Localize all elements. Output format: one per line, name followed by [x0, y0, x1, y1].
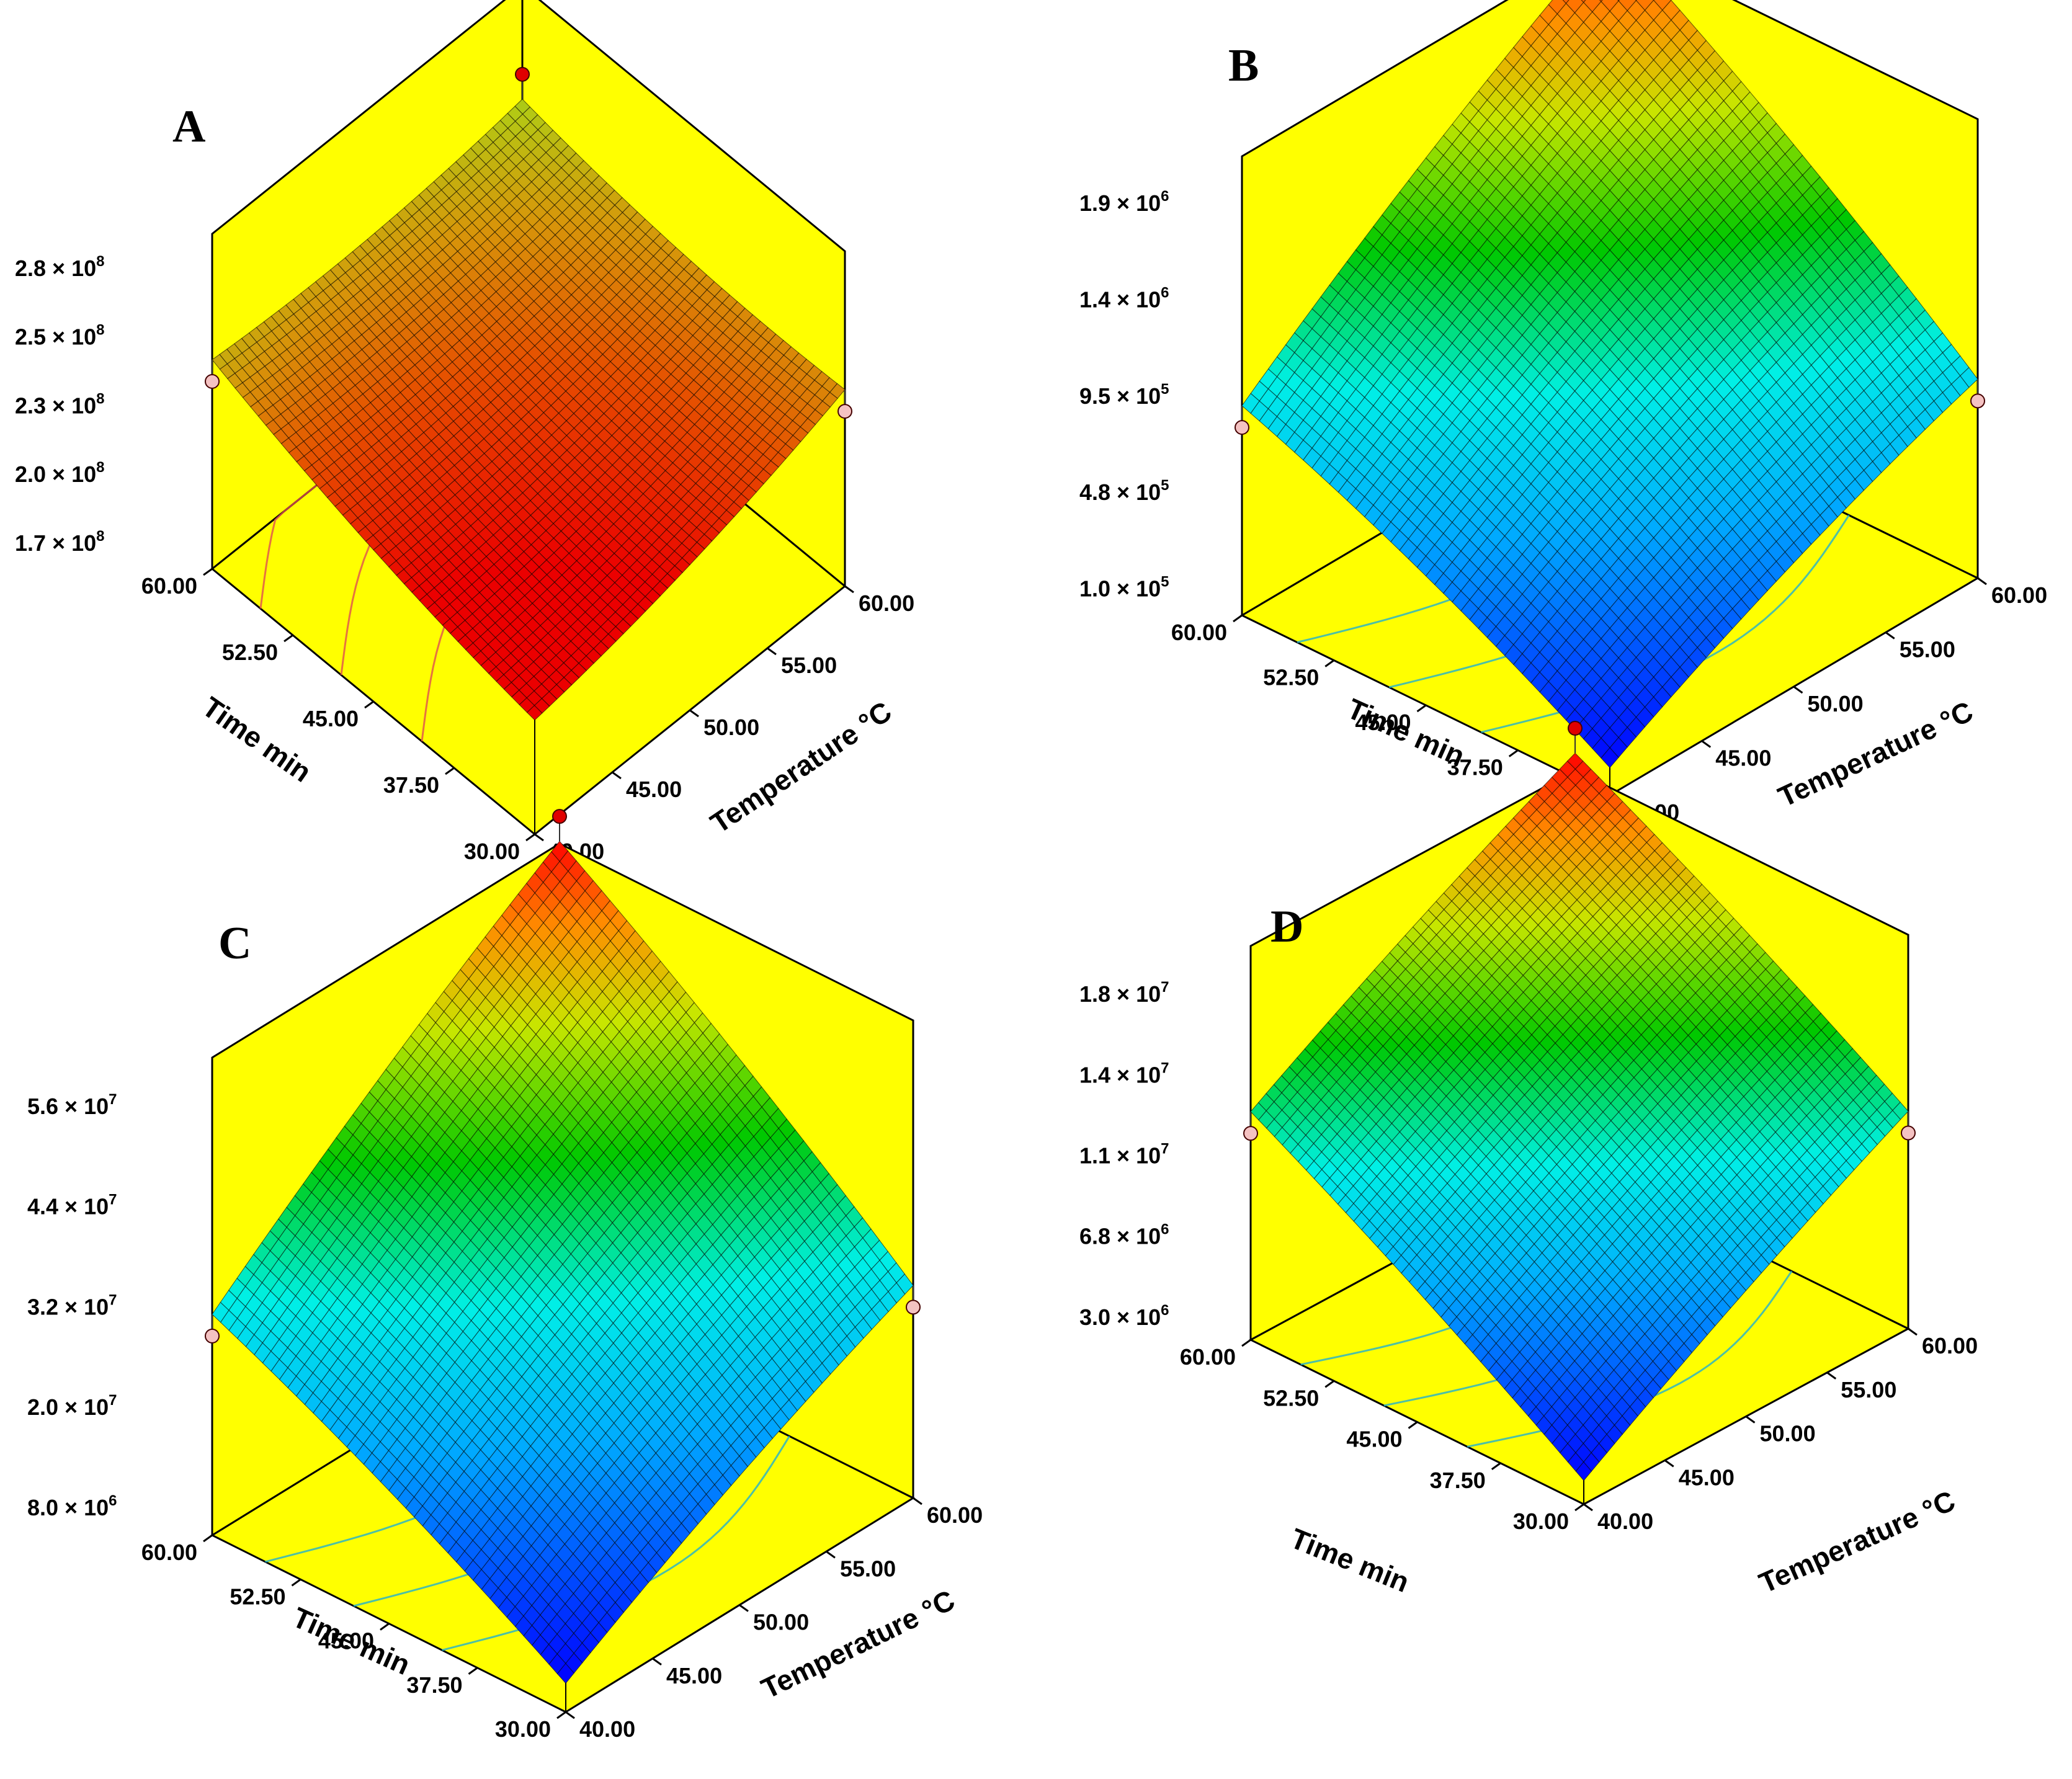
x-tick-mark	[689, 709, 699, 718]
time-tick-label: 30.00	[464, 839, 520, 864]
temperature-tick-label: 55.00	[781, 653, 837, 678]
panel-A: 1.7 × 108 2.0 × 108 2.3 × 108 2.5 × 108 2.8 …	[15, 0, 914, 864]
time-tick-label: 37.50	[383, 772, 439, 798]
design-point	[1970, 393, 1985, 409]
x-tick-mark	[1885, 631, 1895, 640]
z-tick-label: 2.5 × 108	[15, 322, 104, 350]
temperature-tick-label: 50.00	[1808, 691, 1864, 716]
z-tick-label: 2.8 × 108	[15, 253, 104, 281]
panel-letter-B: B	[1228, 40, 1259, 91]
response-surface-A	[212, 99, 846, 721]
z-tick-label: 9.5 × 105	[1079, 381, 1169, 409]
z-tick-label: 1.0 × 105	[1079, 574, 1169, 602]
design-point	[205, 373, 220, 389]
y-tick-mark	[1416, 704, 1427, 713]
y-tick-mark	[445, 767, 455, 775]
y-tick-mark	[1233, 614, 1243, 623]
time-axis-label: Time min	[197, 690, 318, 788]
y-tick-mark	[364, 700, 374, 709]
time-tick-label: 60.00	[141, 573, 197, 599]
panel-B: 1.0 × 105 4.8 × 105 9.5 × 105 1.4 × 106 1.9 …	[1079, 0, 2047, 825]
temperature-axis-label: Temperature °C	[1773, 695, 1978, 813]
y-tick-mark	[1508, 749, 1519, 757]
z-tick-label: 1.7 × 108	[15, 528, 104, 556]
y-tick-mark	[203, 568, 213, 576]
z-tick-label: 2.0 × 108	[15, 459, 104, 487]
temperature-tick-label: 45.00	[626, 777, 682, 802]
panel-letter-A: A	[172, 101, 205, 152]
x-tick-mark	[1793, 685, 1803, 694]
time-tick-label: 45.00	[303, 706, 359, 731]
temperature-tick-label: 45.00	[1715, 746, 1771, 771]
x-tick-mark	[1701, 740, 1712, 748]
y-tick-mark	[525, 833, 535, 842]
surface-cell	[526, 705, 543, 721]
z-tick-label: 4.8 × 105	[1079, 477, 1169, 505]
response-surface-B	[1241, 0, 1978, 769]
x-tick-mark	[844, 585, 854, 594]
x-tick-mark	[1977, 577, 1987, 586]
temperature-tick-label: 50.00	[703, 715, 759, 740]
z-tick-label: 1.4 × 106	[1079, 284, 1169, 312]
temperature-tick-label: 55.00	[1900, 637, 1955, 662]
surface-cell	[1581, 0, 1586, 3]
z-tick-label: 2.3 × 108	[15, 390, 104, 418]
y-tick-mark	[284, 634, 293, 643]
x-tick-mark	[612, 771, 622, 780]
y-tick-mark	[1324, 659, 1335, 667]
x-tick-mark	[767, 647, 777, 656]
design-point	[515, 66, 530, 82]
time-tick-label: 52.50	[1263, 665, 1319, 690]
time-tick-label: 52.50	[222, 640, 278, 665]
design-point	[837, 404, 852, 419]
z-tick-label: 1.9 × 106	[1079, 188, 1169, 216]
x-tick-mark	[534, 833, 544, 842]
temperature-tick-label: 60.00	[1991, 582, 2047, 608]
time-tick-label: 60.00	[1171, 620, 1227, 645]
temperature-tick-label: 60.00	[859, 591, 914, 616]
design-point	[1235, 420, 1249, 435]
